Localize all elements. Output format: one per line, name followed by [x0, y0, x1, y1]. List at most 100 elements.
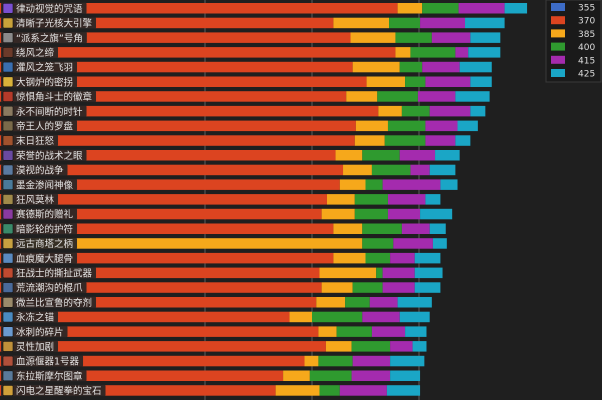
category-label-group: 冰刺的碎片 — [1, 325, 68, 338]
bar-segment-385 — [343, 164, 372, 176]
label-background — [1, 31, 87, 44]
category-label: 赛德斯的赠礼 — [16, 209, 74, 221]
category-label-group: 惊惧角斗士的徽章 — [1, 90, 97, 103]
label-background — [1, 281, 87, 294]
bar-segment-385 — [354, 135, 385, 146]
category-label: “派系之旗”号角 — [16, 32, 83, 44]
legend-swatch — [551, 42, 565, 51]
category-label: 荣誉的战术之眼 — [16, 150, 83, 162]
bar-segment-400 — [362, 150, 400, 161]
item-icon — [2, 76, 14, 88]
bar-segment-425 — [405, 326, 427, 337]
category-label-group: 清晰子光核大引擎 — [1, 17, 97, 30]
label-background — [1, 223, 78, 235]
bar-segment-385 — [321, 282, 353, 293]
category-label: 大钢炉的密拐 — [16, 76, 73, 88]
legend-entry: 370 — [551, 16, 595, 27]
category-label: 清晰子光核大引擎 — [16, 18, 93, 30]
label-background — [1, 61, 78, 73]
bar-segment-415 — [339, 385, 387, 396]
bar-segment-385 — [321, 208, 355, 220]
bar-segment-415 — [390, 341, 413, 352]
bar-segment-385 — [397, 3, 423, 14]
category-label: 闪电之星醒拳的宝石 — [16, 385, 102, 397]
category-label: 墨金渗闻神像 — [16, 179, 74, 191]
bar-segment-415 — [369, 297, 398, 308]
bar-segment-425 — [432, 238, 447, 249]
bar-segment-415 — [382, 267, 415, 279]
bar-segment-370 — [0, 17, 334, 29]
legend-swatch — [551, 69, 565, 77]
category-label-group: 永冻之锚 — [1, 311, 59, 324]
bar-segment-370 — [0, 297, 317, 308]
category-label-group: 狂风莫林 — [1, 193, 59, 206]
category-label: 绕风之缔 — [16, 47, 55, 59]
item-icon — [2, 164, 14, 176]
legend-swatch — [551, 3, 565, 11]
bar-segment-385 — [333, 223, 363, 234]
bar-segment-425 — [412, 341, 427, 352]
bar-segment-400 — [354, 208, 388, 220]
category-label: 狂风莫林 — [16, 194, 55, 206]
item-icon — [2, 2, 14, 14]
item-icon — [2, 179, 14, 190]
label-background — [1, 311, 59, 323]
bar-segment-400 — [389, 17, 421, 29]
label-background — [1, 149, 87, 161]
item-icon — [2, 105, 14, 117]
bar-segment-425 — [470, 32, 501, 43]
label-background — [1, 76, 78, 88]
label-background — [1, 340, 59, 353]
label-background — [1, 120, 78, 132]
bar-segment-400 — [399, 61, 423, 73]
item-icon — [2, 296, 14, 308]
label-background — [1, 237, 78, 250]
bar-segment-400 — [365, 252, 391, 264]
bar-segment-385 — [319, 267, 377, 279]
bar-segment-415 — [425, 76, 471, 87]
item-icon — [2, 135, 14, 146]
bar-segment-385 — [316, 297, 346, 308]
bar-segment-370 — [0, 105, 379, 117]
category-label-group: 血源偃器1号器 — [1, 355, 84, 368]
item-icon — [2, 150, 14, 161]
item-icon — [2, 17, 14, 29]
legend-entry: 355 — [551, 3, 595, 14]
bar-segment-425 — [414, 282, 441, 293]
category-label: 冰刺的碎片 — [16, 326, 64, 338]
category-label: 灌风之笼飞羽 — [16, 62, 73, 74]
bar-segment-425 — [455, 135, 471, 146]
category-label: 血源偃器1号器 — [16, 356, 80, 368]
category-label-group: 赛德斯的赠礼 — [1, 208, 78, 221]
category-label-group: “派系之旗”号角 — [1, 31, 87, 44]
legend-label: 400 — [578, 43, 595, 53]
label-background — [1, 296, 97, 308]
bar-segment-415 — [431, 32, 471, 43]
category-label: 微兰比宣鲁的夺剂 — [16, 297, 92, 309]
bar-segment-370 — [0, 326, 319, 337]
label-background — [1, 164, 68, 176]
item-icon — [2, 252, 14, 264]
bar-segment-400 — [422, 3, 459, 14]
bar-segment-385 — [333, 17, 390, 29]
bar-segment-425 — [470, 76, 492, 87]
legend-swatch — [551, 16, 565, 25]
bar-segment-400 — [384, 135, 426, 146]
bar-segment-425 — [420, 208, 453, 220]
bar-segment-385 — [333, 252, 366, 264]
bar-segment-385 — [395, 47, 411, 58]
item-icon — [2, 32, 14, 44]
bar-segment-400 — [395, 32, 432, 43]
bar-segment-385 — [275, 385, 320, 396]
bar-segment-415 — [429, 105, 471, 117]
category-label: 狂战士的撕扯武器 — [16, 268, 93, 280]
bar-segment-415 — [387, 208, 421, 220]
category-label: 末日狂怒 — [16, 135, 55, 147]
bar-segment-370 — [0, 179, 340, 190]
category-label-group: 荒流潮沟的棍爪 — [1, 281, 87, 294]
bar-segment-370 — [0, 150, 336, 161]
item-icon — [2, 47, 14, 58]
category-label-group: 绕风之缔 — [1, 46, 59, 59]
label-background — [1, 355, 84, 367]
